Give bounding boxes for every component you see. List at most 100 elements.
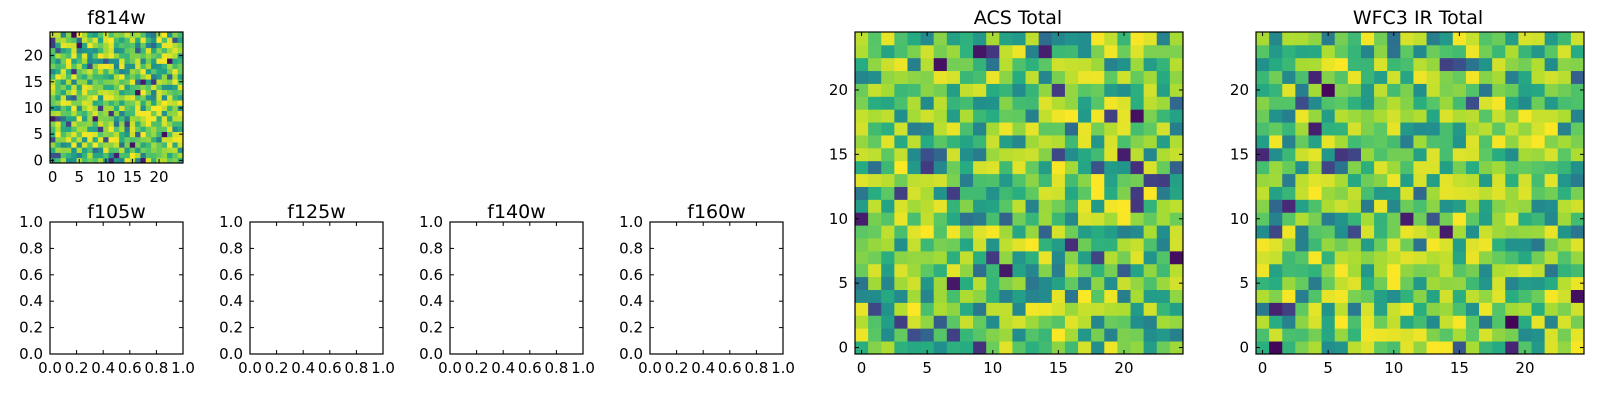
heatmap-cell xyxy=(881,173,895,187)
heatmap-cell xyxy=(161,37,168,43)
heatmap-cell xyxy=(97,152,104,159)
heatmap-cell xyxy=(1518,44,1532,59)
heatmap-cell xyxy=(135,142,141,148)
heatmap-cell xyxy=(1479,160,1493,175)
heatmap-cell xyxy=(172,115,179,122)
heatmap-cell xyxy=(172,147,179,153)
heatmap-cell xyxy=(60,73,67,80)
heatmap-cell xyxy=(55,52,62,59)
heatmap-cell xyxy=(1452,173,1467,187)
heatmap-cell xyxy=(881,83,895,97)
heatmap-cell xyxy=(1091,276,1105,290)
heatmap-cell xyxy=(119,136,125,143)
heatmap-cell xyxy=(959,96,974,110)
heatmap-cell xyxy=(1078,173,1092,187)
heatmap-cell xyxy=(1465,57,1480,72)
heatmap-cell xyxy=(1025,70,1040,84)
heatmap-cell xyxy=(161,94,168,101)
heatmap-cell xyxy=(1282,44,1296,59)
heatmap-cell xyxy=(1025,276,1040,290)
heatmap-cell xyxy=(177,152,184,159)
heatmap-cell xyxy=(156,147,163,153)
heatmap-cell xyxy=(1347,238,1362,252)
heatmap-cell xyxy=(1256,225,1270,239)
heatmap-cell xyxy=(50,142,56,148)
heatmap-cell xyxy=(1570,147,1585,162)
y-tick-label: 0.8 xyxy=(19,239,43,257)
heatmap-cell xyxy=(999,341,1013,355)
heatmap-cell xyxy=(1400,83,1414,97)
heatmap-cell xyxy=(986,225,1000,239)
heatmap-cell xyxy=(894,263,908,278)
heatmap-cell xyxy=(1143,341,1158,355)
heatmap-cell xyxy=(161,73,168,80)
heatmap-cell xyxy=(1130,302,1145,316)
heatmap-cell xyxy=(1400,32,1414,46)
heatmap-cell xyxy=(87,136,93,143)
heatmap-cell xyxy=(1492,263,1506,278)
heatmap-cell xyxy=(1544,276,1559,290)
heatmap-cell xyxy=(881,122,895,136)
heatmap-cell xyxy=(946,276,961,290)
heatmap-cell xyxy=(108,84,115,91)
heatmap-cell xyxy=(907,341,921,355)
heatmap-cell xyxy=(113,79,120,85)
heatmap-cell xyxy=(172,79,179,85)
heatmap-cell xyxy=(140,94,147,101)
heatmap-cell xyxy=(1051,147,1066,162)
heatmap-cell xyxy=(1282,289,1296,303)
y-tick-label: 1.0 xyxy=(19,213,43,231)
heatmap-cell xyxy=(1347,341,1362,355)
heatmap-cell xyxy=(1505,32,1519,46)
heatmap-cell xyxy=(1117,289,1131,303)
heatmap-cell xyxy=(1169,135,1184,149)
heatmap-cell xyxy=(177,73,184,80)
heatmap-cell xyxy=(65,121,72,127)
heatmap-cell xyxy=(1064,83,1079,97)
heatmap-cell xyxy=(156,131,163,138)
heatmap-cell xyxy=(1308,263,1322,278)
heatmap-cell xyxy=(1479,147,1493,162)
heatmap-cell xyxy=(65,84,72,91)
heatmap-cell xyxy=(1400,173,1414,187)
heatmap-cell xyxy=(103,115,109,122)
heatmap-cell xyxy=(959,147,974,162)
heatmap-cell xyxy=(907,135,921,149)
heatmap-cell xyxy=(87,131,93,138)
heatmap-cell xyxy=(50,94,56,101)
heatmap-cell xyxy=(999,186,1013,200)
heatmap-cell xyxy=(1374,186,1388,200)
heatmap-cell xyxy=(1387,276,1401,290)
heatmap-cell xyxy=(986,250,1000,265)
heatmap-cell xyxy=(1374,173,1388,187)
heatmap-cell xyxy=(1465,70,1480,84)
axes-frame xyxy=(854,31,1184,355)
heatmap-cell xyxy=(151,126,157,132)
heatmap-cell xyxy=(1321,32,1336,46)
x-tick-label: 10 xyxy=(96,168,115,186)
heatmap-cell xyxy=(1269,263,1283,278)
heatmap-cell xyxy=(1413,135,1427,149)
heatmap-cell xyxy=(65,152,72,159)
heatmap-cell xyxy=(76,152,83,159)
heatmap-cell xyxy=(177,100,184,106)
heatmap-cell xyxy=(1156,135,1171,149)
heatmap-cell xyxy=(1439,70,1454,84)
heatmap-cell xyxy=(140,147,147,153)
heatmap-cell xyxy=(76,121,83,127)
heatmap-cell xyxy=(1321,57,1336,72)
heatmap-cell xyxy=(894,96,908,110)
heatmap-cell xyxy=(1321,315,1336,329)
heatmap-cell xyxy=(1282,32,1296,46)
heatmap-cell xyxy=(999,328,1013,342)
heatmap-cell xyxy=(161,58,168,64)
heatmap-cell xyxy=(1374,263,1388,278)
y-tick-label: 10 xyxy=(24,99,43,117)
heatmap-cell xyxy=(1531,328,1546,342)
heatmap-cell xyxy=(55,115,62,122)
heatmap-cell xyxy=(1078,70,1092,84)
heatmap-cell xyxy=(1025,263,1040,278)
heatmap-cell xyxy=(1413,32,1427,46)
heatmap-cell xyxy=(1038,173,1053,187)
heatmap-cell xyxy=(1557,199,1572,213)
